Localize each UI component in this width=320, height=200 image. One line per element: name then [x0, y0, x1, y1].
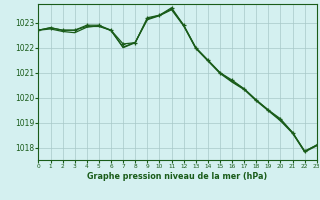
X-axis label: Graphe pression niveau de la mer (hPa): Graphe pression niveau de la mer (hPa) [87, 172, 268, 181]
